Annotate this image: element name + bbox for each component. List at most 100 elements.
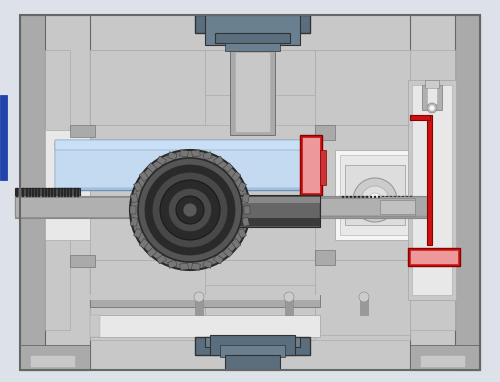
Bar [315, 125, 410, 260]
Bar [139, 238, 148, 249]
Bar [147, 248, 157, 257]
Bar [20, 345, 90, 370]
Bar [205, 15, 300, 45]
Bar [77, 188, 79, 216]
Bar [408, 248, 460, 266]
Bar [55, 142, 320, 188]
Bar [48, 188, 50, 216]
Bar [232, 172, 241, 181]
Bar [345, 165, 405, 225]
Bar [215, 33, 290, 43]
Bar [398, 196, 400, 212]
Bar [192, 150, 200, 157]
Bar [26, 188, 28, 216]
Bar [300, 135, 322, 195]
Bar [386, 196, 388, 212]
Bar [225, 43, 280, 51]
Bar [378, 196, 380, 212]
Bar [90, 295, 320, 307]
Bar [242, 217, 250, 227]
Bar [156, 255, 166, 264]
Bar [205, 337, 300, 347]
Bar [195, 15, 310, 33]
Circle shape [361, 186, 389, 214]
Bar [425, 80, 439, 88]
Circle shape [194, 292, 204, 302]
Bar [134, 182, 142, 192]
Bar [223, 163, 233, 173]
Bar [406, 196, 408, 212]
Bar [70, 125, 95, 137]
Circle shape [160, 180, 220, 240]
Bar [203, 152, 212, 160]
Bar [315, 260, 410, 335]
Bar [420, 355, 465, 367]
Bar [90, 315, 100, 337]
Circle shape [183, 203, 197, 217]
Bar [320, 198, 415, 216]
Bar [147, 163, 157, 173]
Bar [242, 194, 250, 203]
Bar [380, 197, 430, 216]
Bar [90, 295, 320, 300]
Bar [225, 347, 280, 355]
Circle shape [130, 150, 250, 270]
Bar [225, 355, 280, 370]
Bar [190, 197, 320, 203]
Bar [342, 196, 344, 212]
Bar [45, 50, 70, 330]
Bar [203, 260, 212, 268]
Bar [29, 188, 31, 216]
Bar [410, 345, 480, 370]
Bar [354, 196, 356, 212]
Bar [55, 140, 320, 150]
Bar [410, 50, 455, 330]
Bar [156, 156, 166, 165]
Bar [315, 250, 335, 265]
Bar [238, 182, 246, 192]
Bar [90, 315, 320, 337]
Bar [32, 188, 34, 216]
Bar [235, 52, 270, 132]
Bar [54, 188, 56, 216]
Bar [370, 196, 372, 212]
Bar [410, 15, 480, 370]
Bar [139, 172, 148, 181]
Circle shape [284, 292, 294, 302]
Bar [38, 188, 40, 216]
Bar [230, 50, 275, 135]
Bar [15, 196, 430, 218]
Bar [45, 130, 90, 240]
Bar [192, 263, 200, 270]
Bar [223, 248, 233, 257]
Bar [168, 260, 177, 268]
Circle shape [168, 188, 212, 232]
Bar [205, 50, 315, 95]
Bar [190, 218, 320, 226]
Bar [90, 260, 410, 340]
Bar [427, 115, 432, 245]
Bar [90, 125, 315, 260]
Bar [210, 335, 295, 355]
Bar [20, 15, 45, 370]
Bar [15, 197, 145, 217]
Bar [380, 200, 415, 214]
Bar [190, 197, 320, 225]
Bar [362, 196, 364, 212]
Bar [455, 15, 480, 370]
Bar [195, 295, 203, 315]
Bar [335, 150, 415, 240]
Bar [402, 196, 404, 212]
Bar [0, 95, 7, 180]
Bar [145, 198, 320, 216]
Bar [320, 198, 380, 216]
Circle shape [429, 105, 435, 111]
Bar [232, 238, 241, 249]
Bar [130, 206, 136, 214]
Bar [320, 199, 415, 215]
Bar [350, 196, 352, 212]
Bar [51, 188, 53, 216]
Bar [410, 115, 430, 120]
Bar [90, 50, 205, 125]
Bar [22, 188, 24, 216]
